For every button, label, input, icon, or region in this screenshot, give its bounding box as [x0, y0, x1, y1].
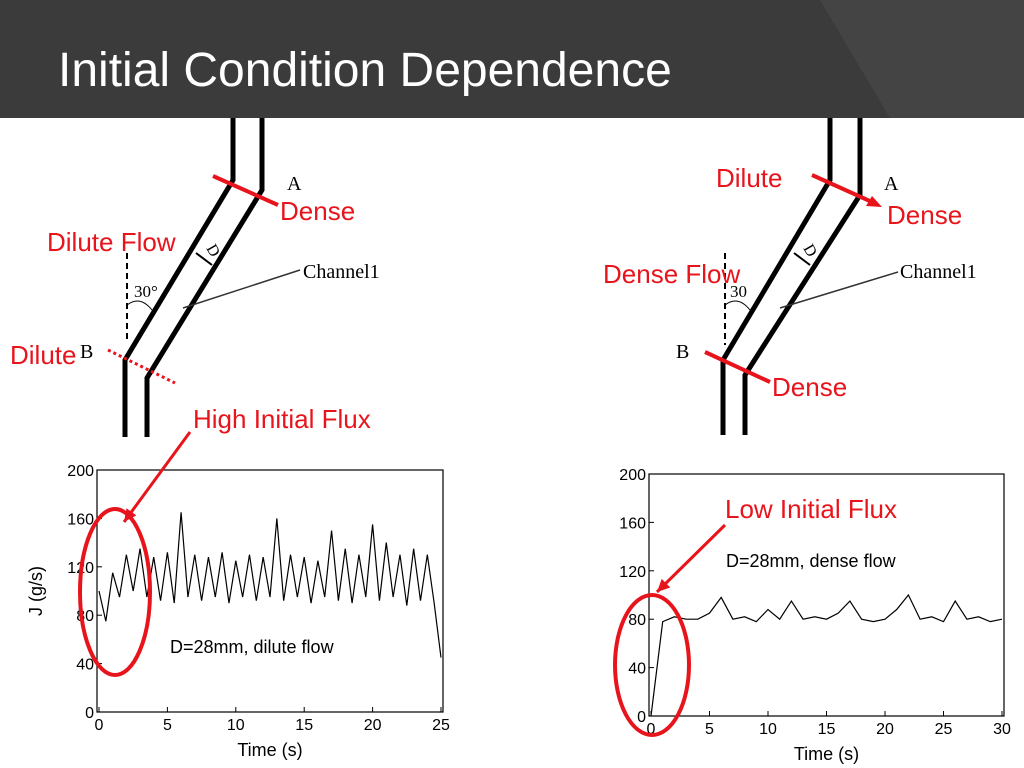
x-tick-label: 0 [95, 717, 104, 734]
callout-arrow [655, 523, 727, 594]
point-label: A [884, 173, 899, 195]
callout-arrow [122, 431, 192, 523]
callout-label: Low Initial Flux [725, 494, 897, 524]
y-tick-label: 40 [76, 657, 94, 674]
state-label: Dense [887, 200, 962, 230]
title-bar-accent [820, 0, 1024, 118]
x-tick-label: 20 [364, 717, 382, 734]
channel-pointer [779, 271, 899, 309]
y-tick-label: 160 [619, 515, 646, 532]
highlight-ellipse [613, 593, 691, 737]
state-label: Dilute [716, 163, 782, 193]
y-tick-label: 40 [628, 661, 646, 678]
callout-label: High Initial Flux [193, 404, 371, 434]
gap-arrow [195, 252, 213, 266]
angle-label: 30 [730, 282, 747, 301]
channel-pointer [182, 269, 301, 309]
angle-arc [724, 300, 751, 311]
y-tick-label: 160 [67, 511, 94, 528]
plot-frame [96, 469, 444, 713]
slide-title: Initial Condition Dependence [58, 44, 672, 97]
y-tick-label: 120 [619, 564, 646, 581]
callout-arrow-head [657, 578, 671, 592]
flow-label: Dense Flow [603, 259, 740, 289]
angle-arc [126, 300, 153, 311]
annotation: D=28mm, dense flow [726, 551, 897, 571]
channel-label: Channel1 [900, 261, 977, 283]
y-tick-label: 200 [619, 467, 646, 484]
y-axis-label: J (g/s) [26, 566, 46, 616]
highlight-ellipse [78, 507, 152, 677]
state-label: Dense [280, 196, 355, 226]
dilute-marker [107, 348, 176, 385]
y-tick-label: 80 [628, 612, 646, 629]
right-channel [720, 118, 863, 435]
x-tick-label: 0 [647, 721, 656, 738]
dilute-marker [811, 173, 873, 204]
x-axis-label: Time (s) [237, 740, 302, 760]
x-tick-label: 10 [227, 717, 245, 734]
angle-label: 30° [134, 282, 158, 301]
y-tick-label: 200 [67, 463, 94, 480]
x-tick-label: 10 [759, 721, 777, 738]
callout-arrow-head [124, 508, 137, 522]
annotation: D=28mm, dilute flow [170, 637, 335, 657]
x-tick-label: 20 [876, 721, 894, 738]
point-label: B [676, 341, 689, 363]
point-label: A [287, 173, 302, 195]
flow-label: Dilute Flow [47, 227, 176, 257]
x-tick-label: 15 [295, 717, 313, 734]
state-label: Dilute [10, 340, 76, 370]
data-line [650, 593, 1003, 717]
y-tick-label: 0 [85, 705, 94, 722]
gap-arrow [793, 252, 811, 266]
dense-marker [212, 174, 279, 207]
x-axis-label: Time (s) [794, 744, 859, 764]
state-label: Dense [772, 372, 847, 402]
x-tick-label: 25 [432, 717, 450, 734]
point-label: B [80, 341, 93, 363]
gap-label: D [800, 242, 821, 261]
y-tick-label: 0 [637, 709, 646, 726]
x-tick-label: 30 [993, 721, 1011, 738]
channel-label: Channel1 [303, 261, 380, 283]
dense-marker [704, 350, 771, 384]
left-channel [122, 118, 265, 437]
x-tick-label: 25 [935, 721, 953, 738]
x-tick-label: 15 [818, 721, 836, 738]
x-tick-label: 5 [705, 721, 714, 738]
data-line [98, 512, 442, 658]
x-tick-label: 5 [163, 717, 172, 734]
arrow-head [866, 196, 882, 207]
